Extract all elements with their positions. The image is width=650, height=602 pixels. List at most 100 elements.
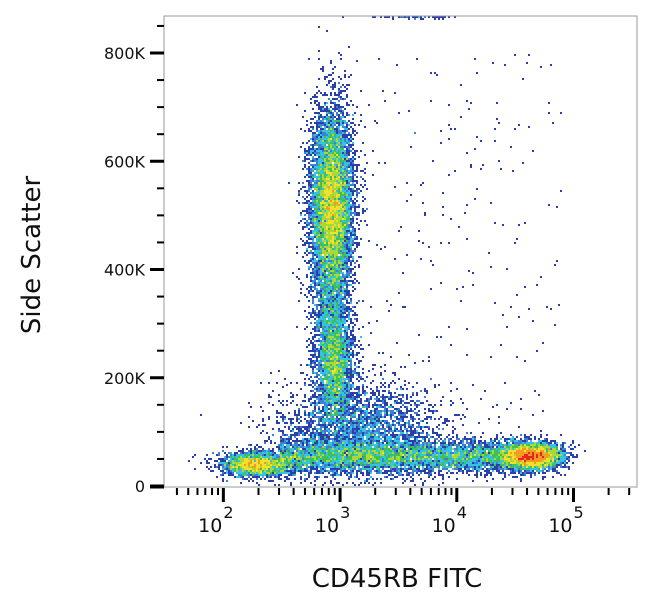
density-bin [344, 406, 346, 408]
density-bin [510, 446, 512, 448]
density-bin [354, 404, 356, 406]
density-bin [348, 464, 350, 466]
density-bin [342, 440, 344, 442]
density-bin [340, 294, 342, 296]
density-bin [346, 234, 348, 236]
density-bin [324, 330, 326, 332]
density-bin [336, 126, 338, 128]
density-bin [310, 358, 312, 360]
density-bin [334, 224, 336, 226]
density-bin [504, 460, 506, 462]
density-bin [438, 446, 440, 448]
density-bin [328, 400, 330, 402]
density-bin [376, 478, 378, 480]
density-bin [336, 308, 338, 310]
density-bin [314, 176, 316, 178]
density-bin [338, 474, 340, 476]
density-bin [344, 294, 346, 296]
density-bin [336, 322, 338, 324]
density-bin [306, 192, 308, 194]
density-bin [312, 290, 314, 292]
density-bin [358, 440, 360, 442]
density-bin [348, 290, 350, 292]
density-bin [470, 444, 472, 446]
density-bin [350, 256, 352, 258]
density-bin [356, 402, 358, 404]
density-bin [344, 254, 346, 256]
density-bin [324, 172, 326, 174]
density-bin [330, 192, 332, 194]
density-bin [326, 120, 328, 122]
density-bin [344, 392, 346, 394]
density-bin [356, 164, 358, 166]
density-bin [328, 302, 330, 304]
density-bin [340, 306, 342, 308]
density-bin [342, 166, 344, 168]
density-bin [302, 462, 304, 464]
density-bin [412, 462, 414, 464]
density-bin [344, 116, 346, 118]
density-bin [346, 220, 348, 222]
density-bin [426, 460, 428, 462]
density-bin [432, 466, 434, 468]
density-bin [328, 138, 330, 140]
density-bin [328, 288, 330, 290]
density-bin [338, 252, 340, 254]
density-bin [286, 468, 288, 470]
density-bin [490, 440, 492, 442]
density-bin [372, 456, 374, 458]
density-bin [470, 460, 472, 462]
density-bin [462, 460, 464, 462]
density-bin [346, 266, 348, 268]
density-bin [332, 276, 334, 278]
density-bin [334, 264, 336, 266]
density-bin [318, 292, 320, 294]
density-bin [324, 462, 326, 464]
density-bin [298, 462, 300, 464]
density-bin [316, 194, 318, 196]
density-bin [322, 384, 324, 386]
density-bin [326, 288, 328, 290]
density-bin [304, 460, 306, 462]
density-bin [310, 230, 312, 232]
density-bin [386, 464, 388, 466]
density-bin [340, 396, 342, 398]
density-bin [334, 376, 336, 378]
density-bin [498, 452, 500, 454]
density-bin [340, 118, 342, 120]
density-bin [338, 412, 340, 414]
density-bin [344, 442, 346, 444]
density-bin [336, 390, 338, 392]
density-bin [338, 116, 340, 118]
density-bin [348, 402, 350, 404]
density-bin [338, 330, 340, 332]
density-bin [310, 130, 312, 132]
density-bin [414, 460, 416, 462]
density-bin [328, 192, 330, 194]
density-bin [334, 458, 336, 460]
density-bin [316, 178, 318, 180]
density-bin [346, 314, 348, 316]
density-bin [352, 250, 354, 252]
density-bin [350, 374, 352, 376]
density-bin [338, 304, 340, 306]
density-bin [336, 120, 338, 122]
density-bin [314, 206, 316, 208]
density-bin [328, 238, 330, 240]
density-bin [334, 410, 336, 412]
density-bin [310, 398, 312, 400]
density-bin [326, 298, 328, 300]
density-bin [358, 282, 360, 284]
density-bin [340, 184, 342, 186]
density-bin [444, 450, 446, 452]
density-bin [338, 278, 340, 280]
density-bin [352, 394, 354, 396]
density-bin [348, 132, 350, 134]
density-bin [370, 472, 372, 474]
density-bin [320, 248, 322, 250]
density-bin [306, 180, 308, 182]
density-bin [512, 458, 514, 460]
density-bin [332, 468, 334, 470]
density-bin [390, 462, 392, 464]
density-bin [342, 210, 344, 212]
